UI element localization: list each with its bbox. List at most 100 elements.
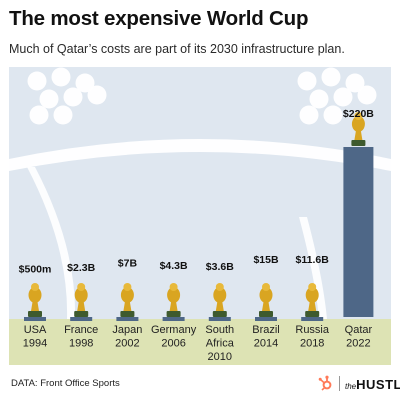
trophy-stem xyxy=(77,301,86,311)
stadium-background xyxy=(9,67,391,365)
stadium-light xyxy=(345,73,365,93)
trophy-plinth xyxy=(351,140,366,146)
trophy-base xyxy=(208,317,231,321)
trophy-icon xyxy=(74,283,89,317)
data-source: DATA: Front Office Sports xyxy=(11,378,120,389)
stadium-light xyxy=(309,89,329,109)
tick-label: Qatar xyxy=(345,324,373,336)
trophy-plinth xyxy=(166,311,181,317)
tick-label: 2022 xyxy=(346,338,370,350)
tick-label: Russia xyxy=(295,324,330,336)
stadium-light xyxy=(357,85,377,105)
tick-label: 1998 xyxy=(69,338,93,350)
trophy-stem xyxy=(123,301,132,311)
trophy-globe xyxy=(77,283,86,291)
stadium-light xyxy=(53,105,73,125)
tick-label: Brazil xyxy=(252,324,280,336)
chart-title: The most expensive World Cup xyxy=(9,7,309,30)
trophy-stem xyxy=(215,301,224,311)
stadium-light xyxy=(63,87,83,107)
trophy-globe xyxy=(31,283,39,291)
stadium-light xyxy=(51,67,71,87)
footer: DATA: Front Office Sports theHUSTLE xyxy=(0,369,400,400)
trophy-cup xyxy=(305,287,319,303)
trophy-cup xyxy=(259,287,273,303)
brand-name: HUSTLE xyxy=(356,377,400,392)
data-label: $7B xyxy=(118,258,138,270)
trophy-plinth xyxy=(212,311,227,317)
trophy-stem xyxy=(169,301,178,311)
tick-label: Japan xyxy=(112,324,142,336)
data-label: $500m xyxy=(19,264,52,276)
stadium-light xyxy=(333,87,353,107)
stadium-light xyxy=(323,105,343,125)
trophy-cup xyxy=(74,287,88,303)
trophy-globe xyxy=(169,283,178,291)
tick-label: 2014 xyxy=(254,338,278,350)
tick-label: USA xyxy=(24,324,47,336)
floodlight-beam xyxy=(299,217,327,319)
tick-label: 2018 xyxy=(300,338,324,350)
tick-label: 2010 xyxy=(208,351,232,363)
trophy-cup xyxy=(167,287,181,303)
brand-prefix: the xyxy=(345,382,357,391)
trophy-icon xyxy=(259,283,273,317)
stadium-light xyxy=(321,67,341,87)
trophy-icon xyxy=(120,283,135,317)
tick-label: France xyxy=(64,324,98,336)
bar xyxy=(343,147,374,317)
stadium-roof-arc xyxy=(9,139,391,171)
data-label: $220B xyxy=(343,108,374,120)
trophy-globe xyxy=(262,283,270,291)
trophy-globe xyxy=(215,283,224,291)
data-label: $3.6B xyxy=(206,261,234,273)
trophy-icon xyxy=(212,283,227,317)
data-label: $4.3B xyxy=(160,260,188,272)
trophy-plinth xyxy=(120,311,135,317)
trophy-stem xyxy=(308,301,317,311)
trophy-icon xyxy=(351,112,366,146)
stadium-light xyxy=(27,71,47,91)
stadium-light xyxy=(299,105,319,125)
data-label: $2.3B xyxy=(67,262,95,274)
trophy-base xyxy=(255,317,277,321)
trophy-stem xyxy=(354,130,363,140)
trophy-base xyxy=(116,317,139,321)
trophy-cup xyxy=(213,287,227,303)
chart-subtitle: Much of Qatar’s costs are part of its 20… xyxy=(9,42,345,56)
trophy-plinth xyxy=(259,311,273,317)
brand-divider xyxy=(339,376,340,391)
tick-label: 1994 xyxy=(23,338,47,350)
hubspot-sprocket-icon xyxy=(318,375,332,391)
stadium-light xyxy=(87,85,107,105)
trophy-globe xyxy=(308,283,317,291)
trophy-plinth xyxy=(305,311,320,317)
trophy-cup xyxy=(120,287,134,303)
tick-label: 2006 xyxy=(161,338,185,350)
trophy-globe xyxy=(123,283,132,291)
trophy-icon xyxy=(166,283,181,317)
bar-chart: $500m USA 1994 $2.3B France 1998 $7B Japan 2002 $… xyxy=(9,67,391,365)
trophy-icon xyxy=(305,283,320,317)
stadium-light xyxy=(29,105,49,125)
trophy-base xyxy=(70,317,93,321)
chart-marks: $500m USA 1994 $2.3B France 1998 $7B Japan 2002 $… xyxy=(19,108,375,363)
stadium-light xyxy=(75,73,95,93)
trophy-base xyxy=(24,317,46,321)
trophy-cup xyxy=(351,116,365,132)
trophy-cup xyxy=(28,287,42,303)
floodlight-beam xyxy=(27,167,76,319)
trophy-globe xyxy=(354,112,363,120)
trophy-plinth xyxy=(28,311,42,317)
grass-field xyxy=(9,319,391,365)
trophy-stem xyxy=(262,301,270,311)
stadium-light xyxy=(297,71,317,91)
brand-wordmark: theHUSTLE xyxy=(345,376,400,394)
tick-label: Africa xyxy=(206,338,235,350)
tick-label: 2002 xyxy=(115,338,139,350)
tick-label: Germany xyxy=(151,324,197,336)
trophy-base xyxy=(301,317,324,321)
trophy-plinth xyxy=(74,311,89,317)
trophy-base xyxy=(162,317,185,321)
